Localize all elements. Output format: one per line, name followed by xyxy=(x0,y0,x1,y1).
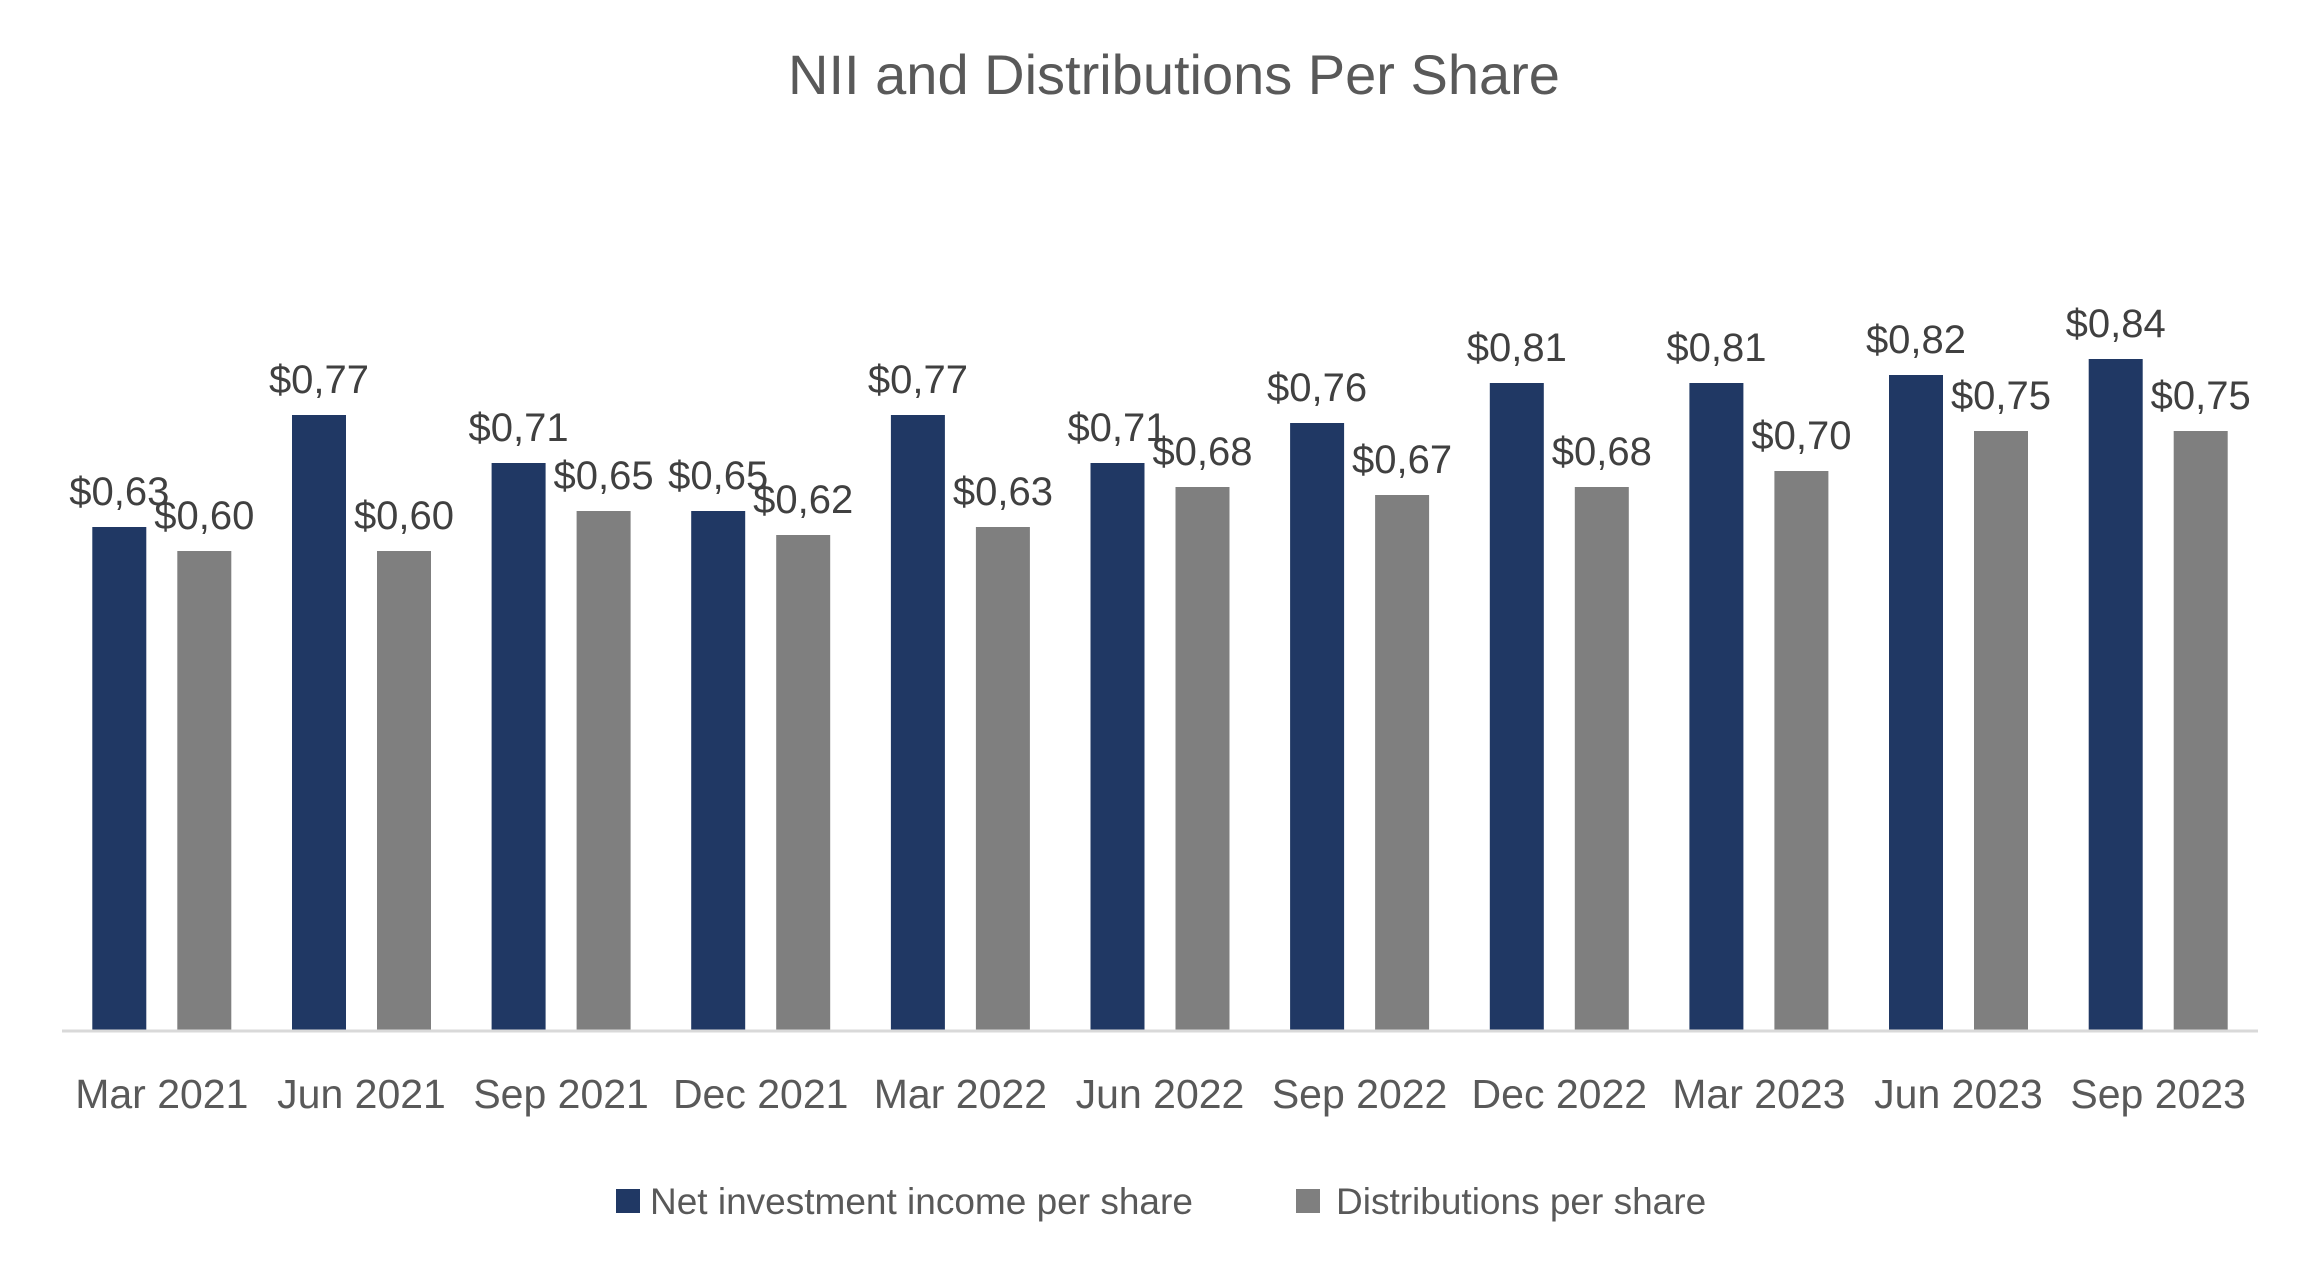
bar-distributions-3 xyxy=(776,535,831,1031)
bar-nii-4 xyxy=(890,415,945,1031)
x-tick-label-4: Mar 2022 xyxy=(874,1071,1047,1117)
bar-distributions-6 xyxy=(1375,495,1430,1031)
data-label-distributions-10: $0,75 xyxy=(2151,374,2251,418)
x-tick-label-10: Sep 2023 xyxy=(2070,1071,2246,1117)
bar-distributions-7 xyxy=(1574,487,1629,1031)
bar-distributions-1 xyxy=(377,551,431,1031)
legend-swatch-distributions xyxy=(1296,1189,1320,1213)
bar-nii-1 xyxy=(292,415,346,1031)
x-tick-label-3: Dec 2021 xyxy=(673,1071,849,1117)
bar-nii-3 xyxy=(691,511,746,1031)
bar-distributions-4 xyxy=(975,527,1030,1031)
bar-distributions-2 xyxy=(576,511,631,1031)
bars-layer xyxy=(92,359,2228,1031)
legend-swatch-nii xyxy=(616,1189,640,1213)
bar-nii-7 xyxy=(1489,383,1544,1031)
bar-nii-9 xyxy=(1889,375,1943,1031)
x-tick-label-6: Sep 2022 xyxy=(1272,1071,1448,1117)
data-labels-layer: $0,63$0,60$0,77$0,60$0,71$0,65 $0,65$0,62… xyxy=(69,302,2251,538)
bar-nii-6 xyxy=(1290,423,1345,1031)
legend-label-nii: Net investment income per share xyxy=(650,1181,1193,1222)
data-label-nii-10: $0,84 xyxy=(2066,302,2166,346)
bar-nii-8 xyxy=(1689,383,1744,1031)
bar-nii-0 xyxy=(92,527,147,1031)
data-label-nii-1: $0,77 xyxy=(269,358,369,402)
bar-nii-2 xyxy=(491,463,546,1031)
legend-label-distributions: Distributions per share xyxy=(1336,1181,1706,1222)
data-label-distributions-6: $0,67 xyxy=(1352,438,1452,482)
data-label-distributions-9: $0,75 xyxy=(1951,374,2051,418)
chart-title: NII and Distributions Per Share xyxy=(788,43,1560,106)
data-label-nii-5: $0,71 xyxy=(1067,406,1167,450)
bar-nii-10 xyxy=(2088,359,2143,1031)
bar-distributions-0 xyxy=(177,551,232,1031)
data-label-distributions-3: $0,62 xyxy=(753,478,853,522)
bar-distributions-5 xyxy=(1175,487,1230,1031)
data-label-distributions-7: $0,68 xyxy=(1552,430,1652,474)
x-tick-label-1: Jun 2021 xyxy=(277,1071,446,1117)
data-label-nii-4: $0,77 xyxy=(868,358,968,402)
data-label-nii-8: $0,81 xyxy=(1666,326,1766,370)
bar-distributions-8 xyxy=(1774,471,1829,1031)
data-label-distributions-2: $0,65 xyxy=(554,454,654,498)
x-tick-label-8: Mar 2023 xyxy=(1672,1071,1845,1117)
data-label-nii-3: $0,65 xyxy=(668,454,768,498)
data-label-nii-2: $0,71 xyxy=(469,406,569,450)
data-label-distributions-5: $0,68 xyxy=(1152,430,1252,474)
data-label-distributions-8: $0,70 xyxy=(1751,414,1851,458)
x-axis-ticks-layer: Mar 2021 Jun 2021 Sep 2021 Dec 2021 Mar 2022… xyxy=(75,1071,2246,1117)
data-label-distributions-0: $0,60 xyxy=(154,494,254,538)
legend: Net investment income per share Distribu… xyxy=(616,1181,1706,1222)
x-tick-label-0: Mar 2021 xyxy=(75,1071,248,1117)
x-tick-label-9: Jun 2023 xyxy=(1874,1071,2043,1117)
x-tick-label-5: Jun 2022 xyxy=(1076,1071,1245,1117)
x-tick-label-7: Dec 2022 xyxy=(1472,1071,1648,1117)
bar-distributions-10 xyxy=(2173,431,2228,1031)
bar-nii-5 xyxy=(1090,463,1145,1031)
data-label-nii-6: $0,76 xyxy=(1267,366,1367,410)
data-label-nii-0: $0,63 xyxy=(69,470,169,514)
data-label-distributions-4: $0,63 xyxy=(953,470,1053,514)
data-label-nii-7: $0,81 xyxy=(1467,326,1567,370)
x-tick-label-2: Sep 2021 xyxy=(473,1071,649,1117)
data-label-distributions-1: $0,60 xyxy=(354,494,454,538)
data-label-nii-9: $0,82 xyxy=(1866,318,1966,362)
bar-distributions-9 xyxy=(1974,431,2028,1031)
